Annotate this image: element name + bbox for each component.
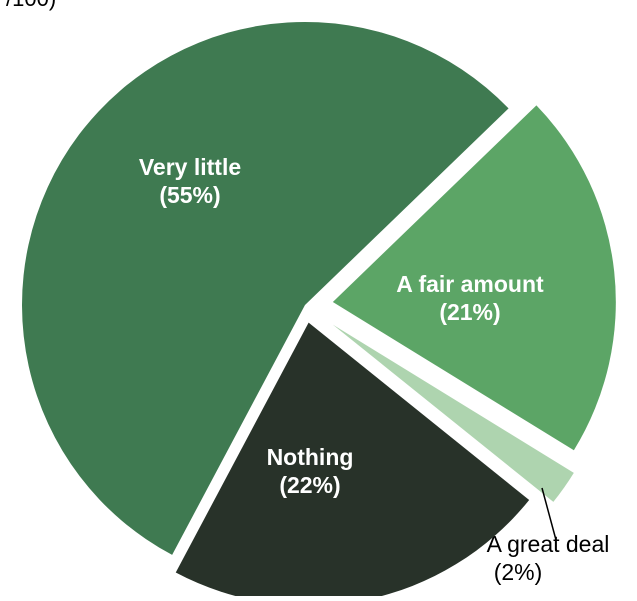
pie-slice-a-fair-amount bbox=[332, 105, 616, 451]
cut-off-header-text: /100) bbox=[6, 0, 56, 12]
pie-slice-nothing bbox=[175, 322, 530, 601]
slice-label-nothing: Nothing bbox=[267, 444, 354, 470]
slice-label-very-little: Very little bbox=[139, 154, 241, 180]
slice-label-a-fair-amount: A fair amount bbox=[396, 271, 544, 297]
leader-line-a-great-deal bbox=[541, 487, 557, 541]
slice-pct-label-a-fair-amount: (21%) bbox=[439, 299, 500, 325]
slice-pct-label-nothing: (22%) bbox=[279, 472, 340, 498]
slice-pct-label-a-great-deal: (2%) bbox=[494, 559, 543, 585]
pie-slice-very-little bbox=[21, 21, 509, 555]
pie-slice-a-great-deal bbox=[332, 324, 574, 502]
slice-label-a-great-deal: A great deal bbox=[487, 531, 610, 557]
slice-pct-label-very-little: (55%) bbox=[159, 182, 220, 208]
